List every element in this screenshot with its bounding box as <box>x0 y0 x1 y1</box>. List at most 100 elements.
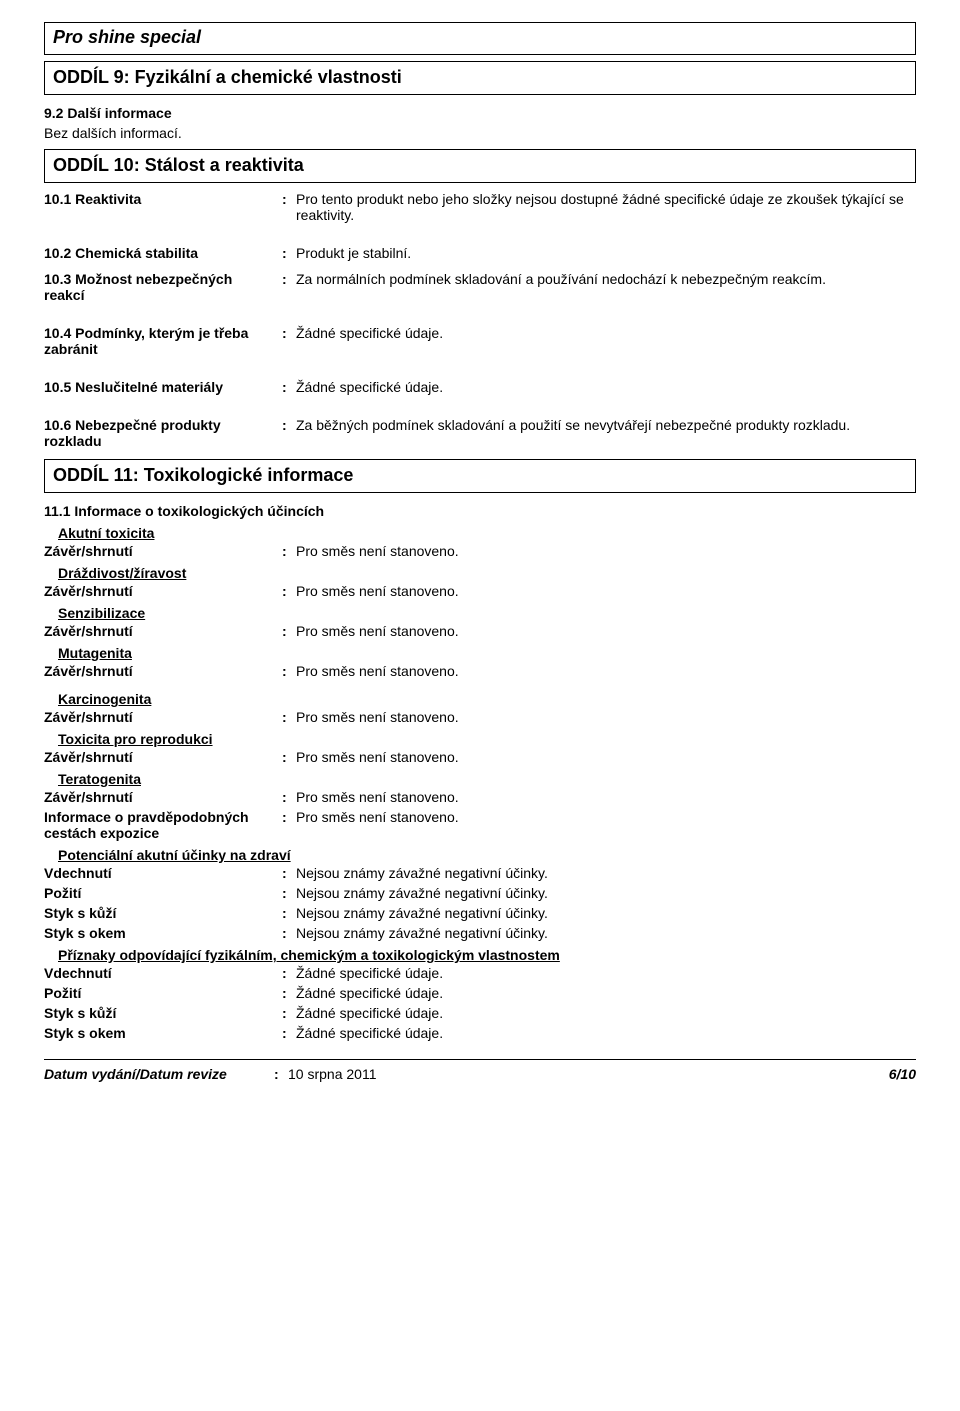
colon: : <box>282 925 296 941</box>
sensitization-conclusion-label: Závěr/shrnutí <box>44 623 282 639</box>
reprotox-conclusion-value: Pro směs není stanoveno. <box>296 749 916 765</box>
symptoms-ingestion-value: Žádné specifické údaje. <box>296 985 916 1001</box>
colon: : <box>282 865 296 881</box>
colon: : <box>282 985 296 1001</box>
section-9-header: ODDÍL 9: Fyzikální a chemické vlastnosti <box>44 61 916 95</box>
mutagen-conclusion-row: Závěr/shrnutí : Pro směs není stanoveno. <box>44 663 916 679</box>
reprotox-conclusion-row: Závěr/shrnutí : Pro směs není stanoveno. <box>44 749 916 765</box>
potential-skin-row: Styk s kůží : Nejsou známy závažné negat… <box>44 905 916 921</box>
symptoms-eye-label: Styk s okem <box>44 1025 282 1041</box>
potential-ingestion-row: Požití : Nejsou známy závažné negativní … <box>44 885 916 901</box>
colon: : <box>282 191 296 207</box>
symptoms-heading: Příznaky odpovídající fyzikálním, chemic… <box>58 947 916 963</box>
sub-9-2-text: Bez dalších informací. <box>44 125 916 141</box>
label-10-6: 10.6 Nebezpečné produkty rozkladu <box>44 417 282 449</box>
carcinogen-heading: Karcinogenita <box>58 691 916 707</box>
colon: : <box>282 809 296 825</box>
section-9-heading: ODDÍL 9: Fyzikální a chemické vlastnosti <box>53 67 907 88</box>
footer-left: Datum vydání/Datum revize : 10 srpna 201… <box>44 1066 376 1082</box>
terato-conclusion-label: Závěr/shrnutí <box>44 789 282 805</box>
value-10-6: Za běžných podmínek skladování a použití… <box>296 417 916 433</box>
label-10-4: 10.4 Podmínky, kterým je třeba zabránit <box>44 325 282 357</box>
potential-skin-value: Nejsou známy závažné negativní účinky. <box>296 905 916 921</box>
value-10-3: Za normálních podmínek skladování a použ… <box>296 271 916 287</box>
mutagen-conclusion-label: Závěr/shrnutí <box>44 663 282 679</box>
row-10-4: 10.4 Podmínky, kterým je třeba zabránit … <box>44 325 916 357</box>
potential-ingestion-value: Nejsou známy závažné negativní účinky. <box>296 885 916 901</box>
acute-heading: Akutní toxicita <box>58 525 916 541</box>
value-10-5: Žádné specifické údaje. <box>296 379 916 395</box>
symptoms-skin-row: Styk s kůží : Žádné specifické údaje. <box>44 1005 916 1021</box>
colon: : <box>282 789 296 805</box>
potential-inhalation-value: Nejsou známy závažné negativní účinky. <box>296 865 916 881</box>
acute-conclusion-label: Závěr/shrnutí <box>44 543 282 559</box>
label-10-1: 10.1 Reaktivita <box>44 191 282 207</box>
label-10-5: 10.5 Neslučitelné materiály <box>44 379 282 395</box>
colon: : <box>282 885 296 901</box>
label-10-3: 10.3 Možnost nebezpečných reakcí <box>44 271 282 303</box>
carcinogen-conclusion-value: Pro směs není stanoveno. <box>296 709 916 725</box>
colon: : <box>282 709 296 725</box>
colon: : <box>282 417 296 433</box>
potential-inhalation-label: Vdechnutí <box>44 865 282 881</box>
potential-skin-label: Styk s kůží <box>44 905 282 921</box>
potential-inhalation-row: Vdechnutí : Nejsou známy závažné negativ… <box>44 865 916 881</box>
colon: : <box>282 325 296 341</box>
colon: : <box>282 543 296 559</box>
footer-page-number: 6/10 <box>889 1066 916 1082</box>
colon: : <box>282 905 296 921</box>
mutagen-heading: Mutagenita <box>58 645 916 661</box>
symptoms-eye-row: Styk s okem : Žádné specifické údaje. <box>44 1025 916 1041</box>
carcinogen-conclusion-row: Závěr/shrnutí : Pro směs není stanoveno. <box>44 709 916 725</box>
symptoms-ingestion-row: Požití : Žádné specifické údaje. <box>44 985 916 1001</box>
colon: : <box>282 623 296 639</box>
terato-conclusion-row: Závěr/shrnutí : Pro směs není stanoveno. <box>44 789 916 805</box>
reprotox-conclusion-label: Závěr/shrnutí <box>44 749 282 765</box>
mutagen-conclusion-value: Pro směs není stanoveno. <box>296 663 916 679</box>
irritation-conclusion-row: Závěr/shrnutí : Pro směs není stanoveno. <box>44 583 916 599</box>
terato-conclusion-value: Pro směs není stanoveno. <box>296 789 916 805</box>
section-11-heading: ODDÍL 11: Toxikologické informace <box>53 465 907 486</box>
section-11-header: ODDÍL 11: Toxikologické informace <box>44 459 916 493</box>
potential-eye-value: Nejsou známy závažné negativní účinky. <box>296 925 916 941</box>
colon: : <box>282 379 296 395</box>
row-10-2: 10.2 Chemická stabilita : Produkt je sta… <box>44 245 916 261</box>
sensitization-conclusion-row: Závěr/shrnutí : Pro směs není stanoveno. <box>44 623 916 639</box>
page-footer: Datum vydání/Datum revize : 10 srpna 201… <box>44 1059 916 1082</box>
potential-ingestion-label: Požití <box>44 885 282 901</box>
section-10-heading: ODDÍL 10: Stálost a reaktivita <box>53 155 907 176</box>
symptoms-skin-label: Styk s kůží <box>44 1005 282 1021</box>
routes-value: Pro směs není stanoveno. <box>296 809 916 825</box>
symptoms-skin-value: Žádné specifické údaje. <box>296 1005 916 1021</box>
colon: : <box>282 663 296 679</box>
page: Pro shine special ODDÍL 9: Fyzikální a c… <box>0 0 960 1411</box>
colon: : <box>282 245 296 261</box>
colon: : <box>282 583 296 599</box>
irritation-conclusion-label: Závěr/shrnutí <box>44 583 282 599</box>
sub-11-1: 11.1 Informace o toxikologických účincíc… <box>44 503 916 519</box>
acute-conclusion-row: Závěr/shrnutí : Pro směs není stanoveno. <box>44 543 916 559</box>
symptoms-inhalation-label: Vdechnutí <box>44 965 282 981</box>
value-10-2: Produkt je stabilní. <box>296 245 916 261</box>
potential-eye-row: Styk s okem : Nejsou známy závažné negat… <box>44 925 916 941</box>
routes-label: Informace o pravděpodobných cestách expo… <box>44 809 282 841</box>
sensitization-conclusion-value: Pro směs není stanoveno. <box>296 623 916 639</box>
colon: : <box>282 965 296 981</box>
symptoms-ingestion-label: Požití <box>44 985 282 1001</box>
symptoms-inhalation-row: Vdechnutí : Žádné specifické údaje. <box>44 965 916 981</box>
irritation-heading: Dráždivost/žíravost <box>58 565 916 581</box>
reprotox-heading: Toxicita pro reprodukci <box>58 731 916 747</box>
product-title: Pro shine special <box>53 27 907 48</box>
colon: : <box>282 1005 296 1021</box>
footer-date-value: 10 srpna 2011 <box>288 1066 376 1082</box>
value-10-4: Žádné specifické údaje. <box>296 325 916 341</box>
carcinogen-conclusion-label: Závěr/shrnutí <box>44 709 282 725</box>
label-10-2: 10.2 Chemická stabilita <box>44 245 282 261</box>
terato-heading: Teratogenita <box>58 771 916 787</box>
sub-9-2-label: 9.2 Další informace <box>44 105 916 121</box>
value-10-1: Pro tento produkt nebo jeho složky nejso… <box>296 191 916 223</box>
sensitization-heading: Senzibilizace <box>58 605 916 621</box>
row-10-6: 10.6 Nebezpečné produkty rozkladu : Za b… <box>44 417 916 449</box>
colon: : <box>282 749 296 765</box>
irritation-conclusion-value: Pro směs není stanoveno. <box>296 583 916 599</box>
